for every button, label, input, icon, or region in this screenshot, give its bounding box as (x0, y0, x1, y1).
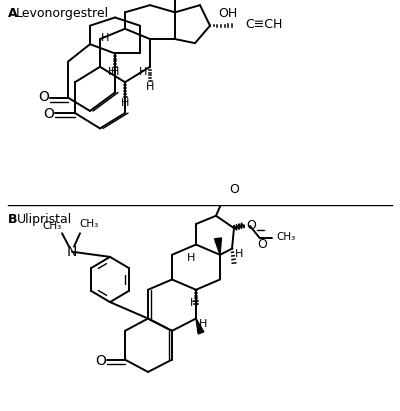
Text: H: H (187, 253, 195, 263)
Text: H: H (139, 67, 147, 77)
Text: H: H (146, 82, 154, 92)
Text: H: H (121, 98, 129, 108)
Text: O: O (96, 353, 106, 368)
Point (0, 408, 3, 411)
Text: N: N (67, 245, 77, 259)
Text: O: O (44, 107, 54, 121)
Text: H: H (190, 298, 198, 308)
Text: OH: OH (218, 7, 237, 20)
Text: H: H (235, 249, 243, 259)
Text: O: O (229, 182, 239, 196)
Text: CH₃: CH₃ (43, 221, 62, 231)
Text: A: A (8, 7, 18, 20)
Polygon shape (196, 319, 204, 334)
Text: O: O (257, 238, 267, 251)
Text: H: H (111, 67, 119, 77)
Text: CH₃: CH₃ (79, 219, 98, 229)
Text: H: H (199, 319, 207, 329)
Point (0, 408, 2, 411)
Text: Ulipristal: Ulipristal (17, 213, 72, 226)
Polygon shape (214, 238, 222, 255)
Text: Levonorgestrel: Levonorgestrel (16, 7, 109, 20)
Text: O: O (38, 90, 50, 104)
Text: H: H (108, 67, 116, 77)
Text: CH₃: CH₃ (276, 232, 295, 242)
Text: O: O (246, 219, 256, 231)
Text: C≡CH: C≡CH (245, 18, 282, 31)
Text: B: B (8, 213, 18, 226)
Text: H: H (101, 33, 109, 43)
